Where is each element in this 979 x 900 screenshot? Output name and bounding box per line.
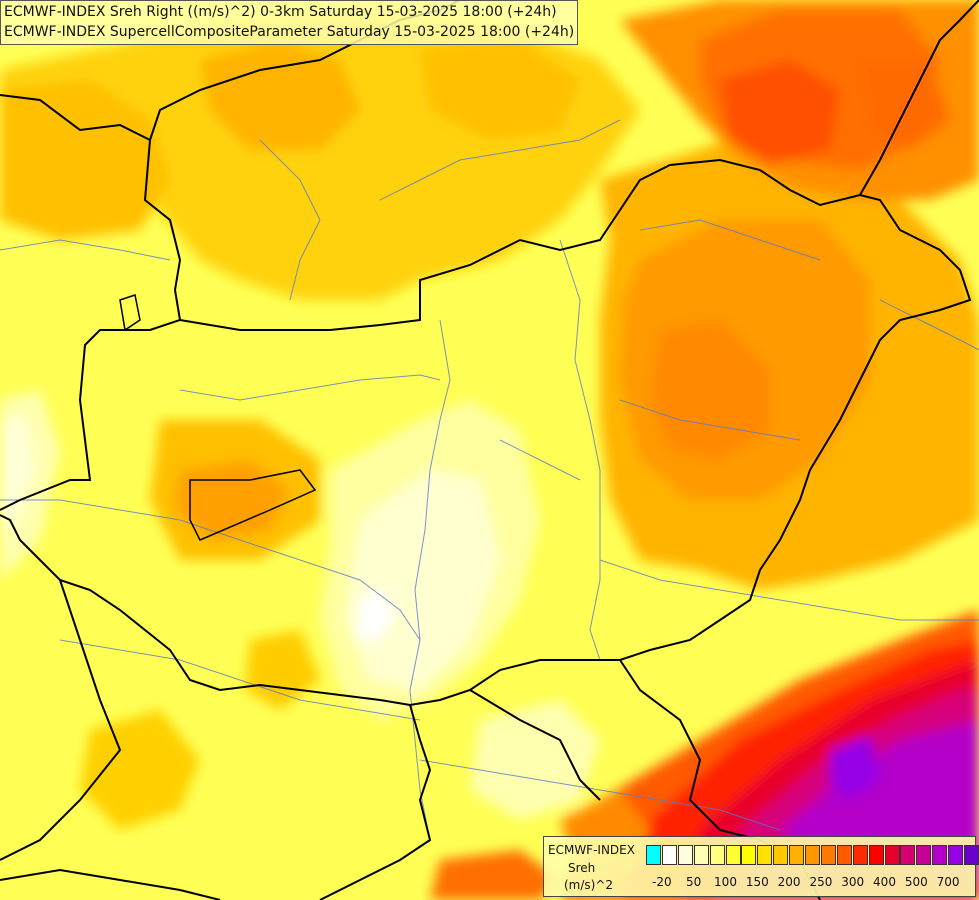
legend-tick-label: 50 [686, 875, 702, 889]
map-title-box: ECMWF-INDEX Sreh Right ((m/s)^2) 0-3km S… [0, 0, 579, 45]
legend-swatch [693, 845, 709, 865]
legend-swatch [884, 845, 900, 865]
map-title-scp: ECMWF-INDEX SupercellCompositeParameter … [4, 24, 575, 40]
legend-tick-label: -20 [652, 875, 672, 889]
legend-swatch [900, 845, 916, 865]
legend-swatch [661, 845, 677, 865]
legend-swatch [836, 845, 852, 865]
legend-tick-label: 250 [809, 875, 833, 889]
legend-swatch [916, 845, 932, 865]
legend-swatch [805, 845, 820, 865]
legend-swatch [709, 845, 725, 865]
legend-swatch [964, 845, 979, 865]
legend-unit: (m/s)^2 [564, 878, 614, 892]
legend-swatch [646, 845, 661, 865]
legend-swatch [932, 845, 948, 865]
rivers [0, 119, 979, 841]
legend-swatch [820, 845, 836, 865]
legend-tick-label: 300 [841, 875, 865, 889]
legend-swatch [852, 845, 868, 865]
legend-swatch [725, 845, 741, 865]
legend-swatch [757, 845, 773, 865]
legend-tick-label: 100 [714, 875, 737, 889]
legend-swatch [741, 845, 757, 865]
legend-swatch [948, 845, 964, 865]
legend-tick-label: 700 [936, 875, 960, 889]
legend-tick-label: 400 [873, 875, 896, 889]
legend-tick-label: 150 [745, 875, 769, 889]
legend-swatch [773, 845, 789, 865]
legend-tick-label: 200 [777, 875, 801, 889]
colorbar-legend: ECMWF-INDEX Sreh (m/s)^2 -20 50 100 150 200 2… [543, 836, 979, 897]
legend-variable: Sreh [568, 861, 596, 875]
legend-swatch [789, 845, 805, 865]
map-title-sreh: ECMWF-INDEX Sreh Right ((m/s)^2) 0-3km S… [4, 4, 557, 20]
legend-swatch [677, 845, 693, 865]
legend-source: ECMWF-INDEX [548, 843, 635, 857]
legend-swatch [868, 845, 884, 865]
legend-tick-label: 500 [904, 875, 928, 889]
